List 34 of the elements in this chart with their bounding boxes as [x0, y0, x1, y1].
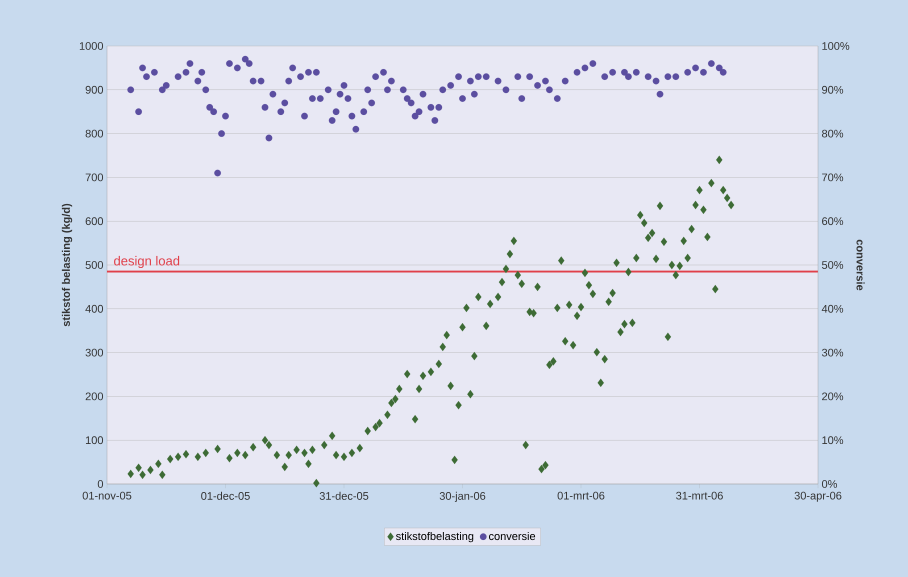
y-tick-label: 1000: [80, 42, 104, 50]
y2-tick-label: 40%: [822, 304, 844, 313]
x-tick-label: 30-apr-06: [794, 492, 842, 502]
y2-tick-label: 100%: [822, 42, 850, 50]
x-tick-label: 01-nov-05: [82, 492, 132, 500]
y2-axis-title: conversie: [856, 240, 865, 290]
y-tick-label: 500: [86, 261, 104, 269]
y-tick-label: 400: [85, 304, 104, 313]
x-tick-label: 31-mrt-06: [676, 492, 723, 500]
y2-tick-label: 80%: [822, 130, 844, 138]
y-tick-label: 300: [86, 348, 104, 356]
y-axis-title: stikstof belasting (kg/d): [62, 204, 72, 326]
x-tick-label: 01-dec-05: [201, 492, 250, 500]
y2-tick-label: 90%: [822, 86, 844, 94]
x-tick-label: 31-dec-05: [320, 492, 368, 500]
y-tick-label: 0: [98, 480, 104, 488]
ref-line-label: design load: [114, 256, 180, 268]
y-tick-label: 200: [86, 392, 104, 400]
y2-tick-label: 10%: [822, 436, 844, 444]
y2-tick-label: 20%: [822, 392, 844, 400]
y-tick-label: 900: [86, 86, 104, 94]
x-tick-label: 01-mrt-06: [558, 492, 604, 500]
y-tick-label: 800: [86, 130, 104, 138]
x-tick-label: 30-jan-06: [440, 492, 486, 502]
legend-label: stikstofbelasting: [396, 532, 474, 542]
y-tick-label: 100: [86, 436, 104, 444]
y-tick-label: 700: [86, 173, 104, 182]
y2-tick-label: 0%: [822, 480, 838, 488]
y2-tick-label: 30%: [822, 348, 844, 356]
y2-tick-label: 50%: [822, 261, 844, 269]
y-tick-label: 600: [86, 217, 104, 226]
y2-tick-label: 70%: [822, 173, 844, 182]
legend-label: conversie: [489, 532, 536, 540]
y2-tick-label: 60%: [822, 217, 844, 226]
